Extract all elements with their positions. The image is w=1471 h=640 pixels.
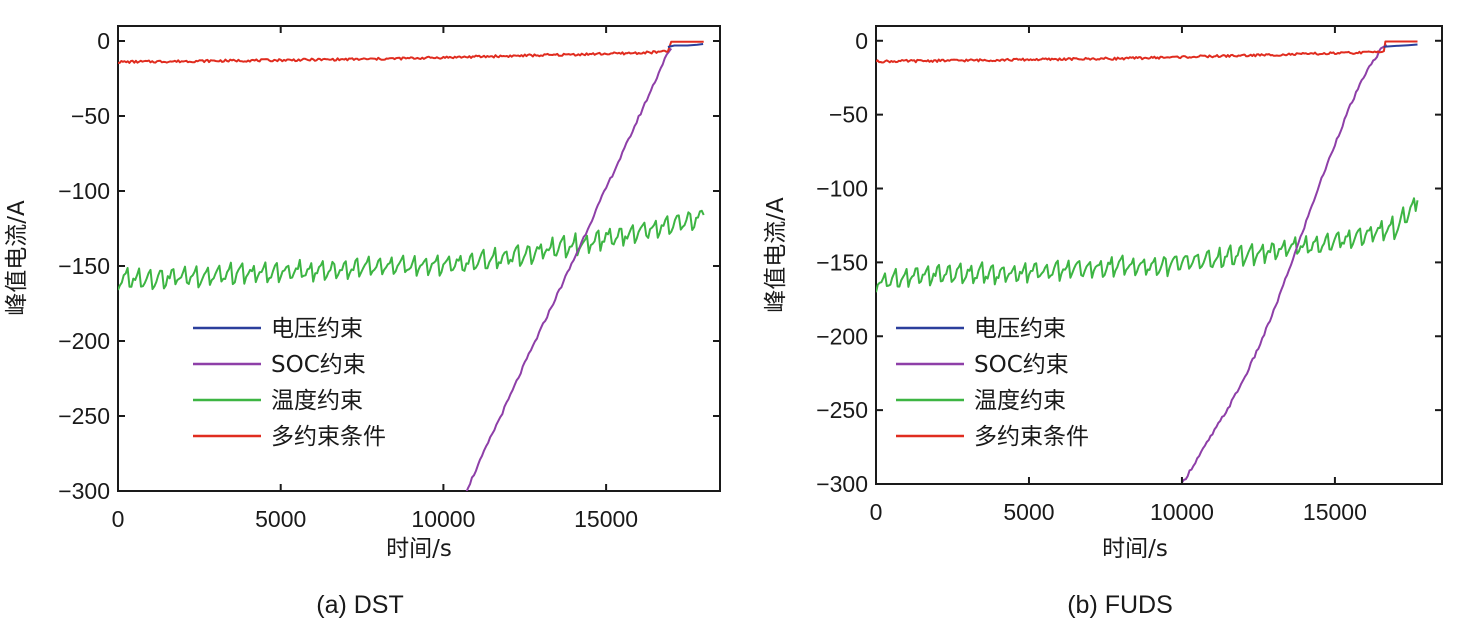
y-tick-label: −100 — [816, 176, 868, 202]
y-axis-label: 峰值电流/A — [763, 197, 789, 313]
y-tick-label: −150 — [58, 253, 110, 279]
series-line-multi — [118, 40, 704, 64]
y-axis-label: 峰值电流/A — [4, 200, 30, 316]
series-line-temperature — [876, 197, 1419, 293]
x-axis-label: 时间/s — [386, 536, 452, 562]
legend-label: SOC约束 — [974, 352, 1069, 378]
y-tick-label: −250 — [58, 403, 110, 429]
x-axis: 0 5000 10000 15000 — [870, 26, 1367, 525]
series-line-voltage — [667, 43, 704, 48]
series-line-voltage — [1383, 43, 1418, 48]
y-tick-label: −300 — [58, 478, 110, 504]
series-layer — [118, 40, 705, 491]
y-tick-label: −100 — [58, 178, 110, 204]
legend-label: 电压约束 — [974, 316, 1066, 342]
legend-label: SOC约束 — [271, 352, 366, 378]
series-line-temperature — [118, 209, 705, 291]
x-axis: 0 5000 10000 15000 — [112, 26, 638, 532]
series-layer — [876, 40, 1419, 484]
x-tick-label: 10000 — [411, 506, 475, 532]
x-tick-label: 15000 — [1303, 499, 1367, 525]
y-tick-label: 0 — [97, 28, 110, 54]
chart-panel-fuds: 0 −50 −100 −150 −200 −250 −300 0 5000 10000 15000… — [763, 25, 1443, 619]
x-tick-label: 5000 — [1003, 499, 1054, 525]
plot-frame — [117, 25, 721, 492]
legend-label: 温度约束 — [271, 388, 363, 414]
chart-panel-dst: 0 −50 −100 −150 −200 −250 −300 0 5000 10000 15000… — [4, 25, 721, 619]
y-tick-label: −250 — [816, 397, 868, 423]
legend-label: 电压约束 — [271, 316, 363, 342]
y-tick-label: −50 — [71, 103, 110, 129]
legend-label: 多约束条件 — [271, 424, 386, 450]
y-tick-label: −200 — [58, 328, 110, 354]
y-tick-label: −200 — [816, 323, 868, 349]
plot-frame — [875, 25, 1443, 485]
series-line-soc — [1181, 44, 1388, 484]
x-tick-label: 0 — [870, 499, 883, 525]
x-axis-label: 时间/s — [1102, 536, 1168, 562]
y-axis: 0 −50 −100 −150 −200 −250 −300 — [816, 28, 1442, 497]
panel-caption: (b) FUDS — [1067, 591, 1173, 619]
y-tick-label: −300 — [816, 471, 868, 497]
y-tick-label: −50 — [829, 102, 868, 128]
x-tick-label: 5000 — [255, 506, 306, 532]
x-tick-label: 10000 — [1150, 499, 1214, 525]
x-tick-label: 0 — [112, 506, 125, 532]
legend-label: 多约束条件 — [974, 424, 1089, 450]
y-axis: 0 −50 −100 −150 −200 −250 −300 — [58, 28, 720, 504]
series-line-multi — [876, 40, 1418, 64]
y-tick-label: 0 — [855, 28, 868, 54]
x-tick-label: 15000 — [574, 506, 638, 532]
legend-label: 温度约束 — [974, 388, 1066, 414]
panel-caption: (a) DST — [316, 591, 404, 619]
y-tick-label: −150 — [816, 249, 868, 275]
series-line-soc — [465, 47, 673, 491]
